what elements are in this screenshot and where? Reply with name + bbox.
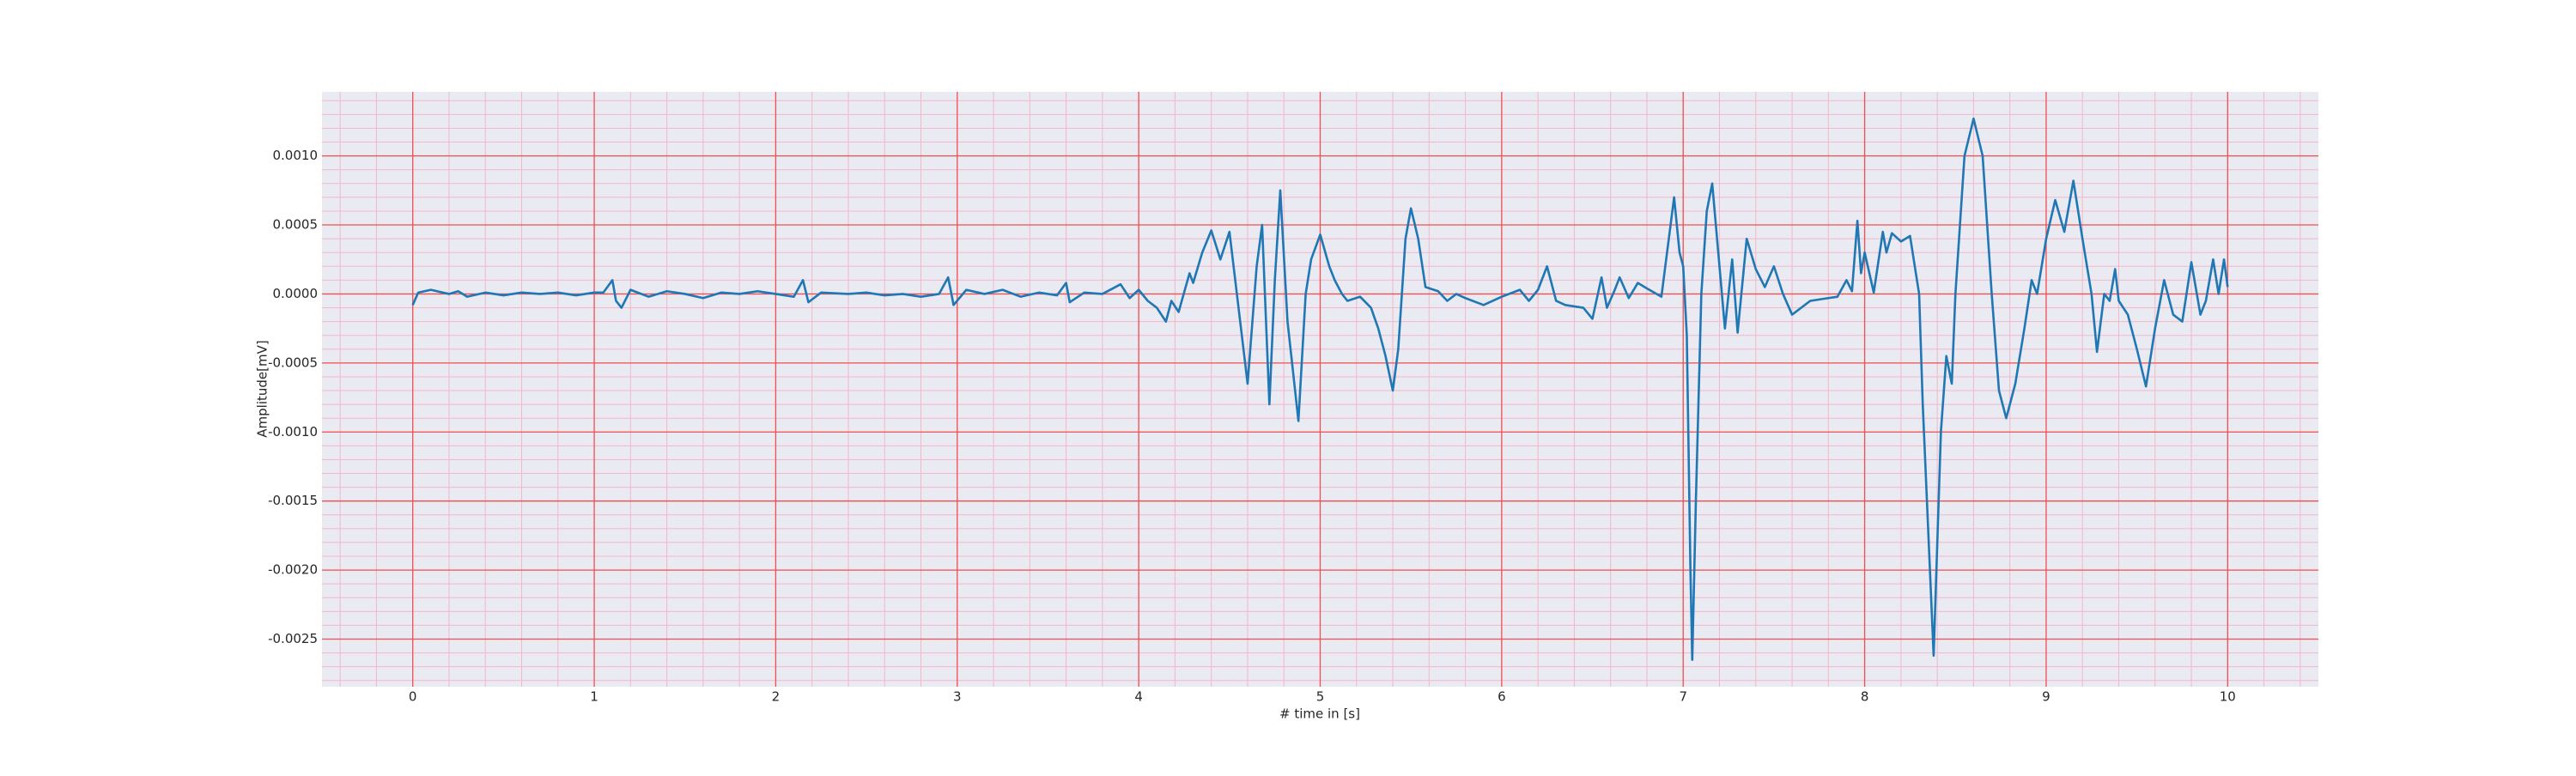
x-tick-label: 9: [2042, 689, 2050, 705]
x-tick-label: 8: [1861, 689, 1869, 705]
x-tick-label: 2: [772, 689, 781, 705]
x-tick-label: 0: [409, 689, 417, 705]
x-tick-label: 4: [1134, 689, 1143, 705]
y-tick-label: 0.0010: [273, 148, 319, 163]
y-tick-label: -0.0025: [268, 631, 318, 646]
x-tick-label: 10: [2220, 689, 2236, 705]
y-axis-label: Amplitude[mV]: [255, 340, 270, 437]
y-tick-label: 0.0000: [273, 286, 319, 301]
x-tick-label: 5: [1316, 689, 1325, 705]
y-tick-label: -0.0005: [268, 355, 318, 370]
data-line: [411, 117, 2229, 661]
x-tick-label: 6: [1498, 689, 1506, 705]
y-tick-label: 0.0005: [273, 217, 319, 233]
x-tick-label: 1: [590, 689, 598, 705]
x-tick-label: 3: [953, 689, 962, 705]
y-tick-label: -0.0020: [268, 562, 318, 578]
y-tick-label: -0.0015: [268, 493, 318, 508]
y-tick-label: -0.0010: [268, 424, 318, 440]
x-tick-label: 7: [1679, 689, 1687, 705]
x-axis-label: # time in [s]: [1279, 706, 1360, 722]
